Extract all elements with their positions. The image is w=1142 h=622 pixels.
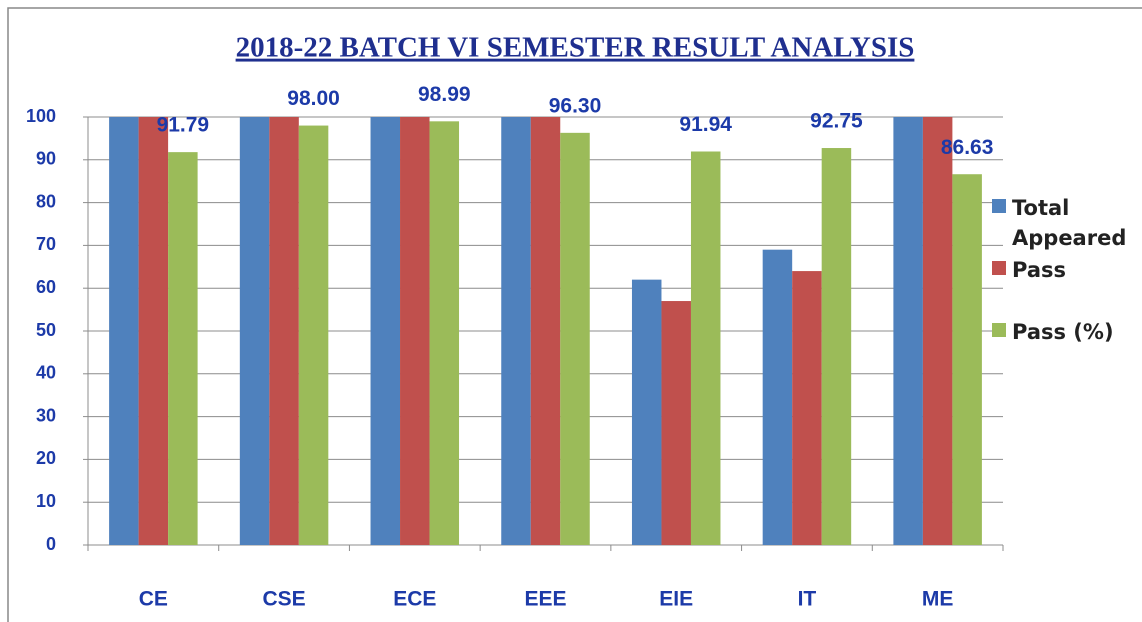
data-label: 86.63	[941, 136, 994, 159]
legend-item: Pass (%)	[992, 317, 1142, 347]
data-label: 98.00	[287, 87, 340, 110]
y-tick-label: 50	[36, 320, 56, 340]
legend-label: Pass	[1012, 258, 1066, 282]
legend-swatch	[992, 261, 1006, 275]
x-tick-label: ME	[922, 588, 954, 611]
chart-frame	[7, 7, 1142, 622]
y-tick-label: 70	[36, 234, 56, 254]
y-tick-label: 30	[36, 405, 56, 425]
legend-label: Total Appeared	[1012, 196, 1127, 250]
y-tick-label: 20	[36, 448, 56, 468]
x-tick-label: EIE	[659, 588, 693, 611]
bar	[661, 301, 691, 545]
chart-title: 2018-22 BATCH VI SEMESTER RESULT ANALYSI…	[236, 32, 915, 64]
bar	[762, 249, 793, 545]
data-label: 91.79	[157, 114, 210, 137]
bar	[370, 117, 401, 545]
data-label: 91.94	[679, 113, 732, 136]
x-tick-label: IT	[798, 588, 817, 611]
bar	[138, 117, 169, 545]
y-tick-label: 40	[36, 363, 56, 383]
x-tick-label: CSE	[262, 588, 305, 611]
bar	[560, 132, 590, 545]
bar	[952, 174, 982, 545]
bar	[631, 279, 662, 545]
y-tick-label: 80	[36, 191, 56, 211]
legend-item: Pass	[992, 255, 1142, 285]
legend-label: Pass (%)	[1012, 320, 1114, 344]
y-tick-label: 100	[26, 106, 56, 126]
bar	[298, 125, 329, 545]
bar	[168, 152, 198, 545]
bar	[239, 117, 270, 545]
x-tick-label: ECE	[393, 588, 436, 611]
bar	[400, 117, 430, 545]
y-tick-label: 0	[46, 534, 56, 554]
bar	[269, 117, 299, 545]
bar	[109, 117, 139, 545]
y-tick-label: 10	[36, 491, 56, 511]
bar	[792, 271, 822, 545]
bar	[501, 117, 531, 545]
y-tick-label: 60	[36, 277, 56, 297]
bar	[821, 148, 852, 545]
bar	[690, 151, 721, 545]
x-tick-label: CE	[139, 588, 168, 611]
bar	[429, 121, 460, 545]
legend-swatch	[992, 323, 1006, 337]
legend-item: Total Appeared	[992, 193, 1142, 253]
y-tick-label: 90	[36, 149, 56, 169]
data-label: 98.99	[418, 83, 471, 106]
legend-swatch	[992, 199, 1006, 213]
data-label: 92.75	[810, 110, 863, 133]
bar	[530, 117, 561, 545]
bar	[893, 117, 923, 545]
x-tick-label: EEE	[524, 588, 566, 611]
bar	[922, 117, 953, 545]
data-label: 96.30	[549, 94, 602, 117]
